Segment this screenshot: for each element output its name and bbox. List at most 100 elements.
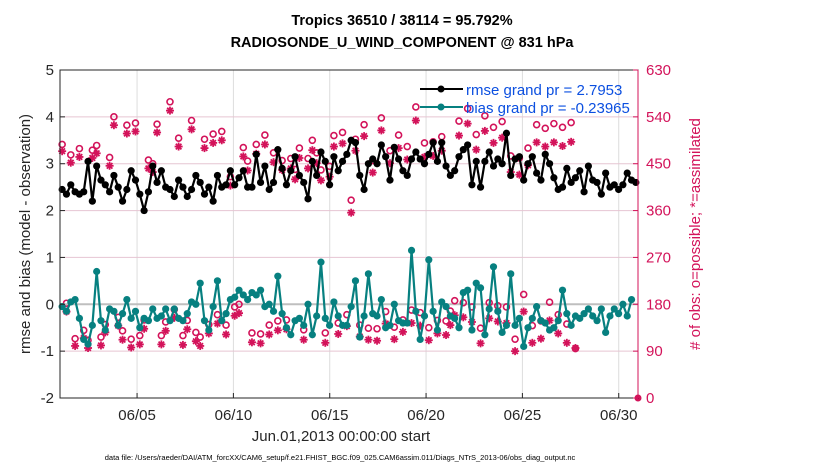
obs-possible-marker xyxy=(450,296,459,305)
bias-point xyxy=(209,303,217,311)
bias-point xyxy=(567,321,575,329)
bias-point xyxy=(334,312,342,320)
y-tick-label: 0 xyxy=(46,296,54,313)
rmse-point xyxy=(502,129,511,137)
legend: rmse grand pr = 2.7953 bias grand pr = -… xyxy=(420,82,630,117)
asterisk-stroke xyxy=(300,336,308,344)
y-axis-label: rmse and bias (model - observation) xyxy=(17,114,34,354)
rmse-point xyxy=(481,157,489,165)
asterisk-stroke xyxy=(140,325,148,333)
x-tick-label: 06/05 xyxy=(118,407,156,424)
asterisk-stroke xyxy=(455,132,463,140)
obs-assimilated-marker xyxy=(536,334,545,343)
obs-possible-marker xyxy=(217,127,226,136)
obs-assimilated-marker xyxy=(489,138,498,147)
obs-possible-marker xyxy=(131,119,140,127)
asterisk-stroke xyxy=(188,125,195,133)
rmse-point xyxy=(498,160,506,168)
rmse-point xyxy=(558,183,567,191)
rmse-point xyxy=(438,139,446,147)
bias-point xyxy=(485,305,493,313)
x-tick-label: 06/15 xyxy=(311,407,349,424)
legend-bias-marker xyxy=(437,103,445,111)
obs-possible-marker xyxy=(243,157,252,165)
obs-possible-marker xyxy=(248,329,256,337)
rmse-point xyxy=(278,164,286,172)
obs-possible-marker xyxy=(360,120,368,129)
rmse-point xyxy=(476,183,485,191)
rmse-point xyxy=(304,195,312,203)
bias-point xyxy=(80,335,88,344)
bias-point xyxy=(265,300,273,308)
obs-assimilated-marker xyxy=(187,125,196,134)
bias-point xyxy=(563,310,571,318)
obs-assimilated-marker xyxy=(511,347,520,356)
rmse-point xyxy=(425,150,433,158)
asterisk-stroke xyxy=(369,169,377,177)
bias-point xyxy=(584,305,592,313)
rmse-point xyxy=(321,157,329,165)
asterisk-stroke xyxy=(533,138,541,146)
bias-point xyxy=(196,279,204,287)
rmse-point xyxy=(235,174,243,182)
obs-possible-marker xyxy=(66,151,75,159)
obs-possible-marker xyxy=(330,131,338,140)
rmse-point xyxy=(472,157,480,165)
obs-possible-marker xyxy=(498,117,506,126)
bias-point xyxy=(192,300,200,308)
bias-point xyxy=(278,310,286,318)
rmse-point xyxy=(127,167,135,175)
y-right-tick-label: 90 xyxy=(646,343,663,360)
bias-point xyxy=(149,305,157,313)
rmse-point xyxy=(291,153,299,161)
obs-possible-marker xyxy=(489,123,498,132)
asterisk-stroke xyxy=(175,143,183,150)
asterisk-stroke xyxy=(179,341,187,349)
bias-point xyxy=(274,272,282,280)
bias-point xyxy=(623,312,631,320)
bias-point xyxy=(308,331,316,339)
rmse-point xyxy=(416,155,424,163)
obs-assimilated-marker xyxy=(373,336,382,345)
rmse-point xyxy=(520,176,528,184)
rmse-point xyxy=(123,185,131,194)
asterisk-stroke xyxy=(511,347,519,355)
bias-point xyxy=(360,312,368,320)
bias-point xyxy=(162,305,170,313)
rmse-point xyxy=(360,185,368,194)
rmse-point xyxy=(187,185,196,194)
rmse-point xyxy=(192,171,200,180)
obs-assimilated-marker xyxy=(135,340,144,349)
bias-point xyxy=(468,326,476,334)
asterisk-stroke xyxy=(192,337,200,345)
rmse-point xyxy=(524,160,532,168)
asterisk-stroke xyxy=(364,336,372,344)
asterisk-stroke xyxy=(119,336,126,344)
asterisk-stroke xyxy=(123,130,131,137)
rmse-point xyxy=(515,153,523,161)
bias-point xyxy=(321,314,329,322)
bias-point xyxy=(84,340,92,348)
bias-point xyxy=(71,296,79,304)
obs-assimilated-marker xyxy=(239,152,248,161)
rmse-series xyxy=(58,129,640,215)
obs-assimilated-marker xyxy=(183,325,192,334)
asterisk-stroke xyxy=(464,120,472,128)
bias-point xyxy=(377,296,385,304)
asterisk-stroke xyxy=(106,162,114,170)
obs-assimilated-marker xyxy=(256,339,265,348)
bias-point xyxy=(416,335,424,344)
obs-possible-marker xyxy=(412,103,420,111)
bias-point xyxy=(239,291,247,299)
rmse-point xyxy=(377,141,385,149)
obs-possible-marker xyxy=(437,132,446,141)
obs-possible-marker xyxy=(265,321,274,329)
obs-possible-marker xyxy=(79,326,88,335)
rmse-point xyxy=(261,162,269,170)
rmse-point xyxy=(287,167,295,175)
asterisk-stroke xyxy=(395,144,403,152)
bias-point xyxy=(627,296,636,304)
obs-possible-marker xyxy=(295,144,304,152)
bias-point xyxy=(218,317,226,325)
obs-possible-marker xyxy=(97,333,105,341)
